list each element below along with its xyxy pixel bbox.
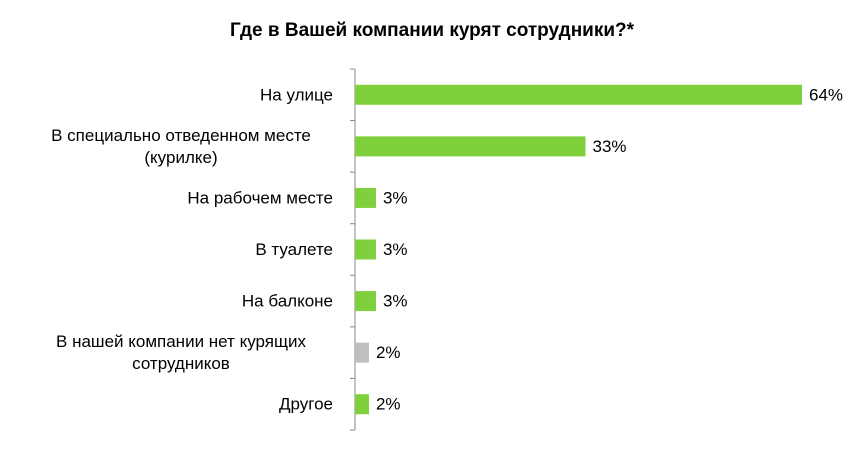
bar	[355, 239, 376, 260]
bar	[355, 342, 369, 363]
category-label: В туалете	[255, 240, 333, 259]
value-label: 64%	[809, 85, 843, 104]
category-label: Другое	[279, 395, 333, 414]
bar	[355, 84, 802, 105]
value-label: 33%	[592, 137, 626, 156]
bar	[355, 394, 369, 415]
value-label: 3%	[383, 188, 408, 207]
bar	[355, 187, 376, 208]
category-label: В нашей компании нет курящих	[56, 332, 306, 351]
category-label: В специально отведенном месте	[51, 126, 311, 145]
category-label: (курилке)	[144, 148, 217, 167]
category-label: На балконе	[242, 292, 333, 311]
value-label: 3%	[383, 292, 408, 311]
value-label: 3%	[383, 240, 408, 259]
value-label: 2%	[376, 395, 401, 414]
category-label: На рабочем месте	[187, 188, 333, 207]
bar	[355, 291, 376, 312]
value-label: 2%	[376, 343, 401, 362]
chart-title: Где в Вашей компании курят сотрудники?*	[230, 20, 635, 41]
bar	[355, 136, 586, 157]
category-label: На улице	[260, 85, 333, 104]
category-label: сотрудников	[132, 354, 230, 373]
